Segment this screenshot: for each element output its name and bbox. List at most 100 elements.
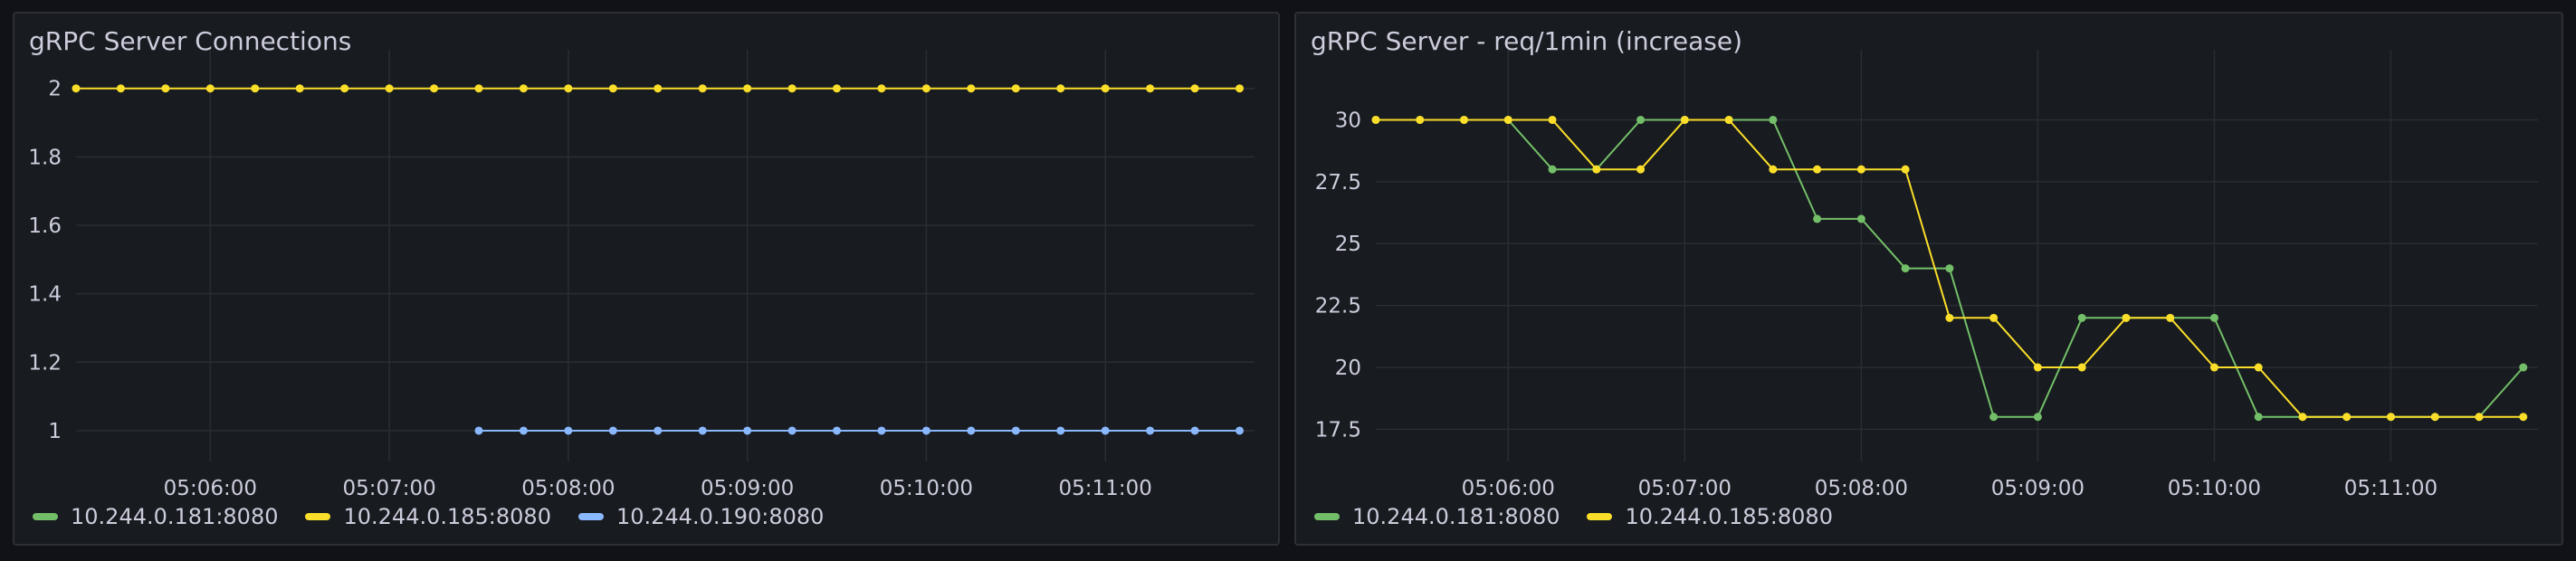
data-point[interactable]	[1101, 426, 1110, 435]
data-point[interactable]	[205, 84, 215, 93]
data-point[interactable]	[2077, 363, 2086, 372]
legend-item[interactable]: 10.244.0.185:8080	[1587, 504, 1833, 529]
panel-title[interactable]: gRPC Server - req/1min (increase)	[1311, 26, 1742, 56]
data-point[interactable]	[1011, 426, 1020, 435]
data-point[interactable]	[2254, 363, 2263, 372]
x-tick-label: 05:11:00	[2344, 477, 2438, 500]
legend-item[interactable]: 10.244.0.185:8080	[305, 504, 551, 529]
data-point[interactable]	[2209, 313, 2218, 322]
data-point[interactable]	[654, 84, 663, 93]
data-point[interactable]	[787, 426, 797, 435]
data-point[interactable]	[1901, 264, 1910, 273]
data-point[interactable]	[1056, 84, 1065, 93]
data-point[interactable]	[1989, 313, 1999, 322]
data-point[interactable]	[1945, 313, 1954, 322]
data-point[interactable]	[1813, 165, 1822, 174]
data-point[interactable]	[519, 84, 528, 93]
x-tick-label: 05:07:00	[1638, 477, 1732, 500]
data-point[interactable]	[2298, 413, 2307, 422]
data-point[interactable]	[385, 84, 394, 93]
data-point[interactable]	[1190, 84, 1199, 93]
data-point[interactable]	[877, 426, 886, 435]
data-point[interactable]	[564, 84, 573, 93]
data-point[interactable]	[2166, 313, 2175, 322]
data-point[interactable]	[2122, 313, 2131, 322]
data-point[interactable]	[2033, 413, 2042, 422]
data-point[interactable]	[430, 84, 439, 93]
data-point[interactable]	[1724, 115, 1733, 124]
data-point[interactable]	[877, 84, 886, 93]
data-point[interactable]	[2342, 413, 2352, 422]
data-point[interactable]	[2386, 413, 2395, 422]
data-point[interactable]	[564, 426, 573, 435]
data-point[interactable]	[608, 84, 617, 93]
data-point[interactable]	[2209, 363, 2218, 372]
data-point[interactable]	[2519, 363, 2528, 372]
data-point[interactable]	[1769, 165, 1778, 174]
data-point[interactable]	[1236, 426, 1245, 435]
data-point[interactable]	[1371, 115, 1380, 124]
data-point[interactable]	[833, 426, 842, 435]
data-point[interactable]	[251, 84, 260, 93]
data-point[interactable]	[1056, 426, 1065, 435]
legend-item[interactable]: 10.244.0.181:8080	[1314, 504, 1560, 529]
legend-item[interactable]: 10.244.0.190:8080	[577, 504, 824, 529]
legend-swatch	[1314, 513, 1340, 520]
panel-title[interactable]: gRPC Server Connections	[29, 26, 352, 56]
data-point[interactable]	[1636, 165, 1646, 174]
data-point[interactable]	[1548, 165, 1557, 174]
data-point[interactable]	[1856, 165, 1865, 174]
y-tick-label: 1.6	[28, 214, 62, 238]
data-point[interactable]	[1989, 413, 1999, 422]
data-point[interactable]	[1146, 84, 1155, 93]
data-point[interactable]	[698, 84, 707, 93]
data-point[interactable]	[2430, 413, 2439, 422]
data-point[interactable]	[1813, 214, 1822, 223]
data-point[interactable]	[2077, 313, 2086, 322]
data-point[interactable]	[1101, 84, 1110, 93]
data-point[interactable]	[1503, 115, 1512, 124]
data-point[interactable]	[161, 84, 170, 93]
data-point[interactable]	[2475, 413, 2484, 422]
data-point[interactable]	[116, 84, 125, 93]
data-point[interactable]	[1548, 115, 1557, 124]
legend-item[interactable]: 10.244.0.181:8080	[33, 504, 278, 529]
data-point[interactable]	[608, 426, 617, 435]
data-point[interactable]	[519, 426, 528, 435]
data-point[interactable]	[787, 84, 797, 93]
data-point[interactable]	[1011, 84, 1020, 93]
data-point[interactable]	[743, 426, 752, 435]
data-point[interactable]	[698, 426, 707, 435]
data-point[interactable]	[654, 426, 663, 435]
data-point[interactable]	[72, 84, 81, 93]
data-point[interactable]	[1146, 426, 1155, 435]
data-point[interactable]	[340, 84, 349, 93]
data-point[interactable]	[474, 426, 483, 435]
data-point[interactable]	[1680, 115, 1689, 124]
data-point[interactable]	[833, 84, 842, 93]
data-point[interactable]	[967, 426, 976, 435]
legend-label: 10.244.0.181:8080	[71, 504, 279, 529]
data-point[interactable]	[1416, 115, 1425, 124]
data-point[interactable]	[1592, 165, 1601, 174]
data-point[interactable]	[921, 426, 930, 435]
data-point[interactable]	[1190, 426, 1199, 435]
data-point[interactable]	[2033, 363, 2042, 372]
data-point[interactable]	[1856, 214, 1865, 223]
data-point[interactable]	[2519, 413, 2528, 422]
x-tick-label: 05:10:00	[2168, 477, 2261, 500]
data-point[interactable]	[474, 84, 483, 93]
data-point[interactable]	[295, 84, 304, 93]
data-point[interactable]	[921, 84, 930, 93]
data-point[interactable]	[1236, 84, 1245, 93]
data-point[interactable]	[2254, 413, 2263, 422]
data-point[interactable]	[967, 84, 976, 93]
data-point[interactable]	[1769, 115, 1778, 124]
y-tick-label: 20	[1335, 357, 1361, 380]
data-point[interactable]	[1945, 264, 1954, 273]
data-point[interactable]	[1901, 165, 1910, 174]
x-tick-label: 05:08:00	[521, 477, 615, 500]
data-point[interactable]	[1636, 115, 1646, 124]
data-point[interactable]	[743, 84, 752, 93]
data-point[interactable]	[1460, 115, 1469, 124]
